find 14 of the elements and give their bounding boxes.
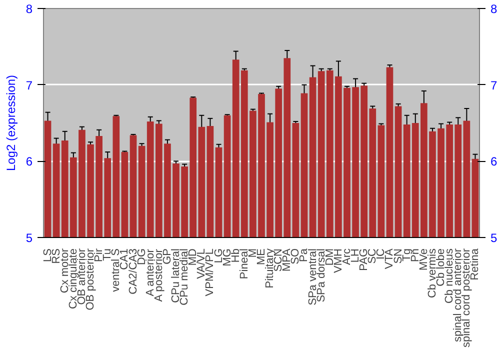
x-tick-label: Retina — [469, 248, 482, 280]
y2-tick-label: 7 — [490, 78, 498, 92]
y-tick-label: 6 — [26, 154, 33, 169]
x-tick-label: Tg — [400, 248, 413, 262]
y2-tick-label: 5 — [490, 231, 498, 245]
y-tick-label: 7 — [26, 78, 33, 92]
y2-tick-label: 6 — [490, 154, 498, 169]
x-tick-label: OB posterior — [84, 248, 97, 310]
y-tick-label: 8 — [26, 2, 33, 16]
y-tick-label: 5 — [26, 231, 33, 245]
y-axis-title: Log2 (expression) — [4, 74, 18, 172]
x-tick-label: RS — [50, 248, 62, 264]
x-tick-label: A posterior — [152, 248, 165, 302]
y2-tick-label: 8 — [490, 2, 498, 16]
